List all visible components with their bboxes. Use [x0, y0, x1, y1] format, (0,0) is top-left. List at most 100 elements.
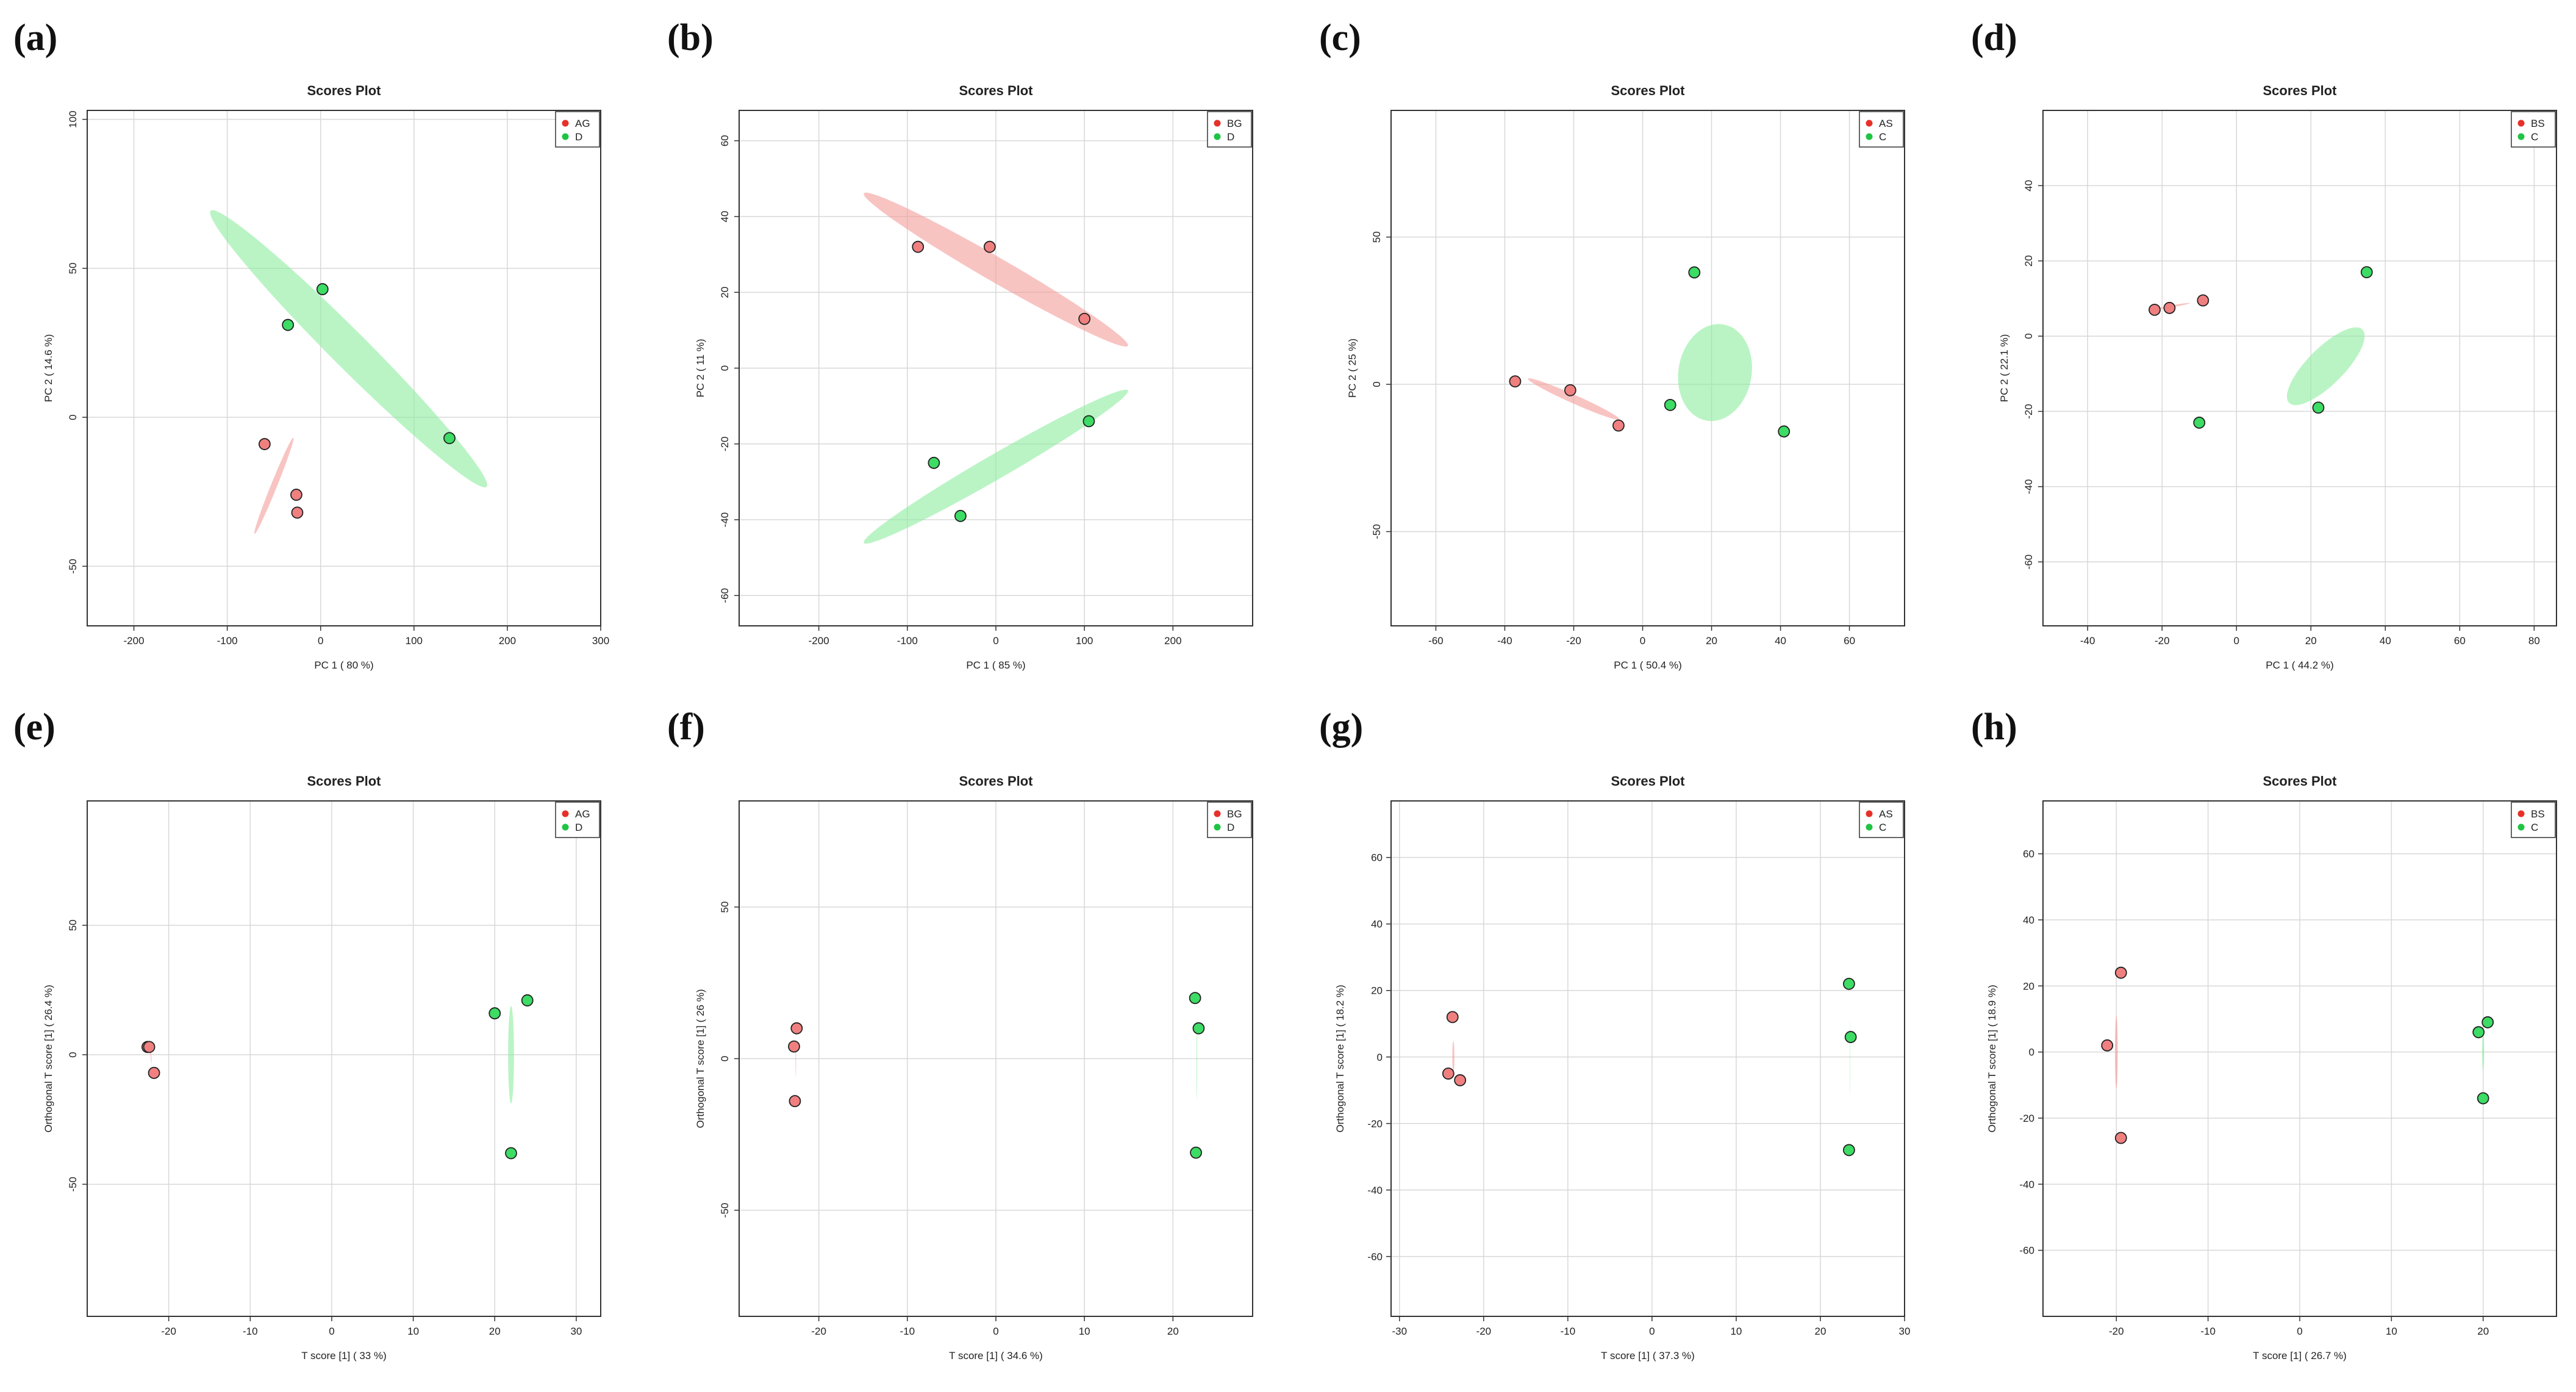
legend-marker-c — [1866, 823, 1873, 831]
legend-label: D — [575, 822, 582, 833]
point-ag-3 — [291, 506, 304, 519]
point-d-2 — [954, 509, 967, 522]
legend: AG D — [555, 802, 600, 838]
x-tick-label: 30 — [1899, 1326, 1911, 1337]
x-tick-label: 20 — [1706, 635, 1717, 647]
panel-g: (g) Scores Plot -30 -20 -10 0 10 20 30 -60 -40 -20 0… — [1319, 706, 1910, 1362]
panel-label: (g) — [1319, 706, 1363, 748]
x-tick-label: 30 — [570, 1326, 582, 1337]
confidence-ellipse-d — [210, 210, 487, 487]
legend-box — [1207, 802, 1252, 838]
gridlines — [2043, 110, 2556, 626]
x-tick-label: 10 — [1079, 1326, 1090, 1337]
confidence-ellipse-c — [1678, 324, 1752, 422]
point-c-2 — [2481, 1016, 2494, 1028]
legend-label: D — [575, 131, 582, 143]
legend-marker-d — [1214, 823, 1221, 831]
y-tick-label: -40 — [2019, 1179, 2034, 1190]
point-bg-1 — [912, 240, 925, 253]
plot-frame — [87, 110, 601, 626]
y-tick-label: 50 — [67, 262, 79, 274]
x-tick-label: 60 — [1844, 635, 1855, 647]
legend-label: AG — [575, 808, 590, 820]
y-tick-label: 60 — [2023, 848, 2034, 860]
point-d-1 — [928, 456, 940, 469]
x-tick-label: -20 — [1566, 635, 1581, 647]
x-axis-label: T score [1] ( 26.7 %) — [2253, 1350, 2347, 1362]
plot-frame — [2042, 110, 2557, 626]
point-bg-2 — [983, 240, 996, 253]
x-axis-label: T score [1] ( 34.6 %) — [949, 1350, 1043, 1362]
x-tick-label: 0 — [329, 1326, 334, 1337]
confidence-ellipse-d — [508, 1006, 514, 1104]
panel-e: (e) Scores Plot -20 -10 0 10 20 30 -50 0 50 T score… — [13, 706, 601, 1362]
legend-box — [2511, 111, 2556, 148]
legend-marker-ag — [562, 120, 569, 127]
y-axis-label: Orthogonal T score [1] ( 18.2 %) — [1334, 985, 1346, 1132]
panel-label: (e) — [13, 706, 55, 748]
panel-label: (h) — [1971, 706, 2017, 748]
x-tick-label: 20 — [489, 1326, 501, 1337]
point-d-2 — [1192, 1022, 1205, 1035]
legend-box — [1859, 111, 1904, 148]
panel-label: (a) — [13, 17, 57, 59]
plot-frame — [1390, 800, 1905, 1317]
panel-label: (f) — [667, 706, 705, 748]
legend-label: C — [2531, 131, 2538, 143]
x-tick-label: -100 — [217, 635, 238, 647]
point-c-2 — [2312, 401, 2325, 414]
point-d-3 — [443, 432, 456, 445]
point-ag-2 — [290, 489, 302, 501]
legend-label: D — [1227, 822, 1234, 833]
y-axis-label: PC 2 ( 22.1 %) — [1998, 334, 2010, 403]
y-tick-label: 20 — [1371, 985, 1383, 997]
x-tick-label: -10 — [900, 1326, 915, 1337]
x-tick-label: 80 — [2528, 635, 2540, 647]
legend-marker-d — [562, 133, 569, 140]
confidence-ellipse-d — [864, 389, 1128, 544]
x-tick-label: -20 — [2109, 1326, 2124, 1337]
x-tick-label: 10 — [2386, 1326, 2397, 1337]
x-tick-label: -100 — [897, 635, 918, 647]
y-tick-label: -20 — [719, 436, 731, 451]
legend-box — [555, 802, 600, 838]
y-tick-label: 60 — [1371, 852, 1383, 864]
legend-marker-bs — [2517, 810, 2525, 817]
x-tick-label: -10 — [243, 1326, 258, 1337]
point-as-3 — [1454, 1074, 1467, 1086]
gridlines — [739, 801, 1253, 1316]
point-bs-2 — [2114, 966, 2127, 979]
y-axis-label: Orthogonal T score [1] ( 26.4 %) — [43, 985, 54, 1132]
panel-d: (d) Scores Plot -40 -20 0 20 40 60 80 -60 -40 -20 0 2… — [1971, 17, 2557, 671]
x-tick-label: -40 — [1497, 635, 1512, 647]
y-tick-label: 0 — [1377, 1052, 1383, 1063]
y-tick-label: 50 — [719, 902, 731, 913]
confidence-ellipse-bg — [864, 192, 1128, 347]
point-c-3 — [2193, 417, 2206, 429]
legend-marker-ag — [562, 810, 569, 817]
legend: BS C — [2511, 802, 2556, 838]
y-tick-label: 20 — [2023, 980, 2034, 992]
legend-box — [2511, 802, 2556, 838]
chart-title: Scores Plot — [2263, 773, 2337, 789]
point-bs-2 — [2163, 301, 2176, 314]
legend-marker-bs — [2517, 120, 2525, 127]
x-tick-label: -200 — [124, 635, 145, 647]
legend-label: C — [1879, 822, 1886, 833]
chart-title: Scores Plot — [959, 773, 1033, 789]
y-tick-label: -60 — [1367, 1251, 1383, 1263]
point-d-1 — [488, 1007, 501, 1020]
y-tick-label: -60 — [2023, 554, 2034, 570]
gridlines — [739, 110, 1253, 626]
panel-c: (c) Scores Plot -60 -40 -20 0 20 40 60 -50 0 50 PC 1… — [1319, 17, 1905, 671]
point-d-3 — [1190, 1146, 1202, 1159]
panel-label: (d) — [1971, 17, 2017, 59]
legend: AS C — [1859, 802, 1904, 838]
x-axis-label: PC 1 ( 50.4 %) — [1614, 659, 1682, 671]
legend-label: AG — [575, 118, 590, 129]
y-tick-label: -20 — [2019, 1113, 2034, 1124]
x-tick-label: 0 — [1640, 635, 1645, 647]
legend-label: AS — [1879, 808, 1893, 820]
x-tick-label: 20 — [1167, 1326, 1179, 1337]
point-bs-3 — [2197, 294, 2209, 307]
